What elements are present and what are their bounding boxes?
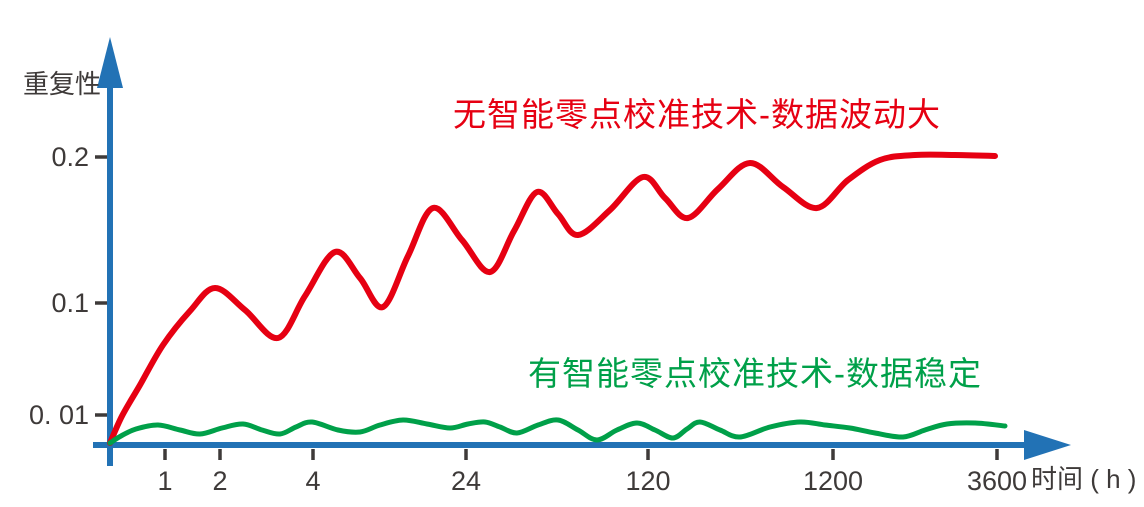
x-tick-label: 2 xyxy=(212,466,227,496)
x-tick-label: 1200 xyxy=(803,466,863,496)
with-smart-zero-calibration-line xyxy=(107,417,1008,446)
x-tick-label: 120 xyxy=(625,466,670,496)
y-tick-label: 0.2 xyxy=(51,142,89,172)
without-smart-zero-calibration-line xyxy=(107,151,998,446)
x-tick-label: 4 xyxy=(305,466,320,496)
x-axis-arrowhead-icon xyxy=(1024,430,1071,460)
x-tick-label: 1 xyxy=(157,466,172,496)
x-tick-label: 3600 xyxy=(967,466,1027,496)
x-tick-label: 24 xyxy=(451,466,481,496)
y-tick-label: 0.1 xyxy=(51,288,89,318)
y-axis-title: 重复性 xyxy=(23,69,102,99)
y-axis-arrowhead-icon xyxy=(97,37,123,88)
y-tick-label: 0. 01 xyxy=(29,400,89,430)
series-label-with-calibration: 有智能零点校准技术-数据稳定 xyxy=(528,355,982,392)
x-axis-title: 时间 ( h ) xyxy=(1031,464,1137,494)
series-label-without-calibration: 无智能零点校准技术-数据波动大 xyxy=(453,96,941,133)
